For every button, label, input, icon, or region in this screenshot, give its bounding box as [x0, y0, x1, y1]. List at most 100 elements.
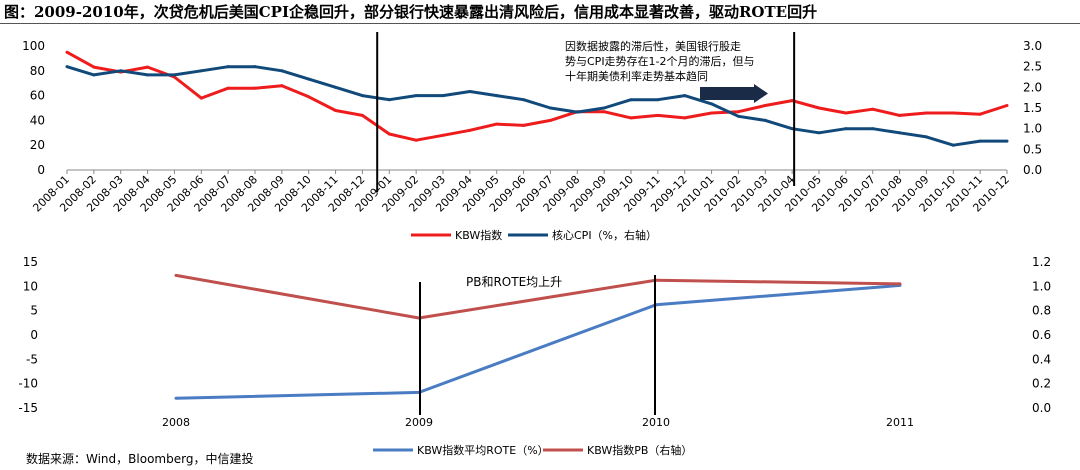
- y-left-tick--15: -15: [18, 401, 38, 415]
- pb-point-2008: [174, 273, 178, 277]
- y-left-tick-100: 100: [22, 39, 45, 53]
- pb-point-2011: [898, 282, 902, 286]
- chart1-right-tick-labels: 0.0 0.5 1.0 1.5 2.0 2.5 3.0: [1023, 39, 1042, 177]
- kbw-point-2009-11: [656, 113, 660, 117]
- kbw-point-2010-12: [1005, 104, 1009, 108]
- kbw-point-2008-08: [253, 86, 257, 90]
- kbw-point-2010-04: [790, 99, 794, 103]
- cpi-point-2009-03: [441, 94, 445, 98]
- kbw-index-points: [65, 50, 1009, 142]
- kbw-point-2008-10: [307, 95, 311, 99]
- chart1-legend: KBW指数 核心CPI（%，右轴）: [411, 228, 657, 242]
- y-right-tick-1.5: 1.5: [1023, 101, 1042, 115]
- cpi-point-2010-09: [924, 135, 928, 139]
- kbw-point-2008-01: [65, 50, 69, 54]
- cpi-point-2009-11: [656, 98, 660, 102]
- kbw-point-2008-07: [226, 86, 230, 90]
- cpi-point-2010-11: [978, 139, 982, 143]
- kbw-point-2009-06: [522, 123, 526, 127]
- kbw-point-2010-01: [710, 111, 714, 115]
- chart2-right-tick-labels: 0.0 0.2 0.4 0.6 0.8 1.0 1.2: [1032, 255, 1051, 415]
- kbw-point-2009-05: [495, 122, 499, 126]
- kbw-point-2010-10: [951, 111, 955, 115]
- rote-point-2008: [174, 396, 178, 400]
- x-tick-label-2010: 2010: [642, 416, 670, 429]
- source-note: 数据来源：Wind，Bloomberg，中信建投: [26, 452, 254, 466]
- kbw-point-2010-06: [844, 111, 848, 115]
- title-divider: [0, 23, 1080, 24]
- chart1-x-tick-labels: 2008-012008-022008-032008-042008-052008-…: [30, 170, 1012, 215]
- y-right-tick-1.0: 1.0: [1032, 279, 1051, 293]
- kbw-point-2009-09: [602, 110, 606, 114]
- kbw-point-2010-09: [924, 111, 928, 115]
- arrow-head: [754, 84, 768, 103]
- core-cpi-line: [66, 65, 1007, 147]
- arrow-shaft: [700, 87, 756, 100]
- y-left-tick-60: 60: [30, 89, 45, 103]
- legend-label-kbw: KBW指数: [455, 228, 502, 242]
- rote-points: [174, 283, 902, 400]
- y-right-tick-1.2: 1.2: [1032, 255, 1051, 269]
- y-left-tick-0: 0: [37, 163, 45, 177]
- cpi-point-2008-10: [307, 77, 311, 81]
- cpi-point-2008-04: [146, 73, 150, 77]
- cpi-kbw-line-chart: 2008-012008-022008-032008-042008-052008-…: [22, 32, 1042, 242]
- kbw-point-2009-03: [441, 133, 445, 137]
- cpi-point-2010-01: [710, 102, 714, 106]
- kbw-point-2009-02: [414, 138, 418, 142]
- cpi-point-2009-01: [387, 98, 391, 102]
- cpi-point-2010-04: [790, 127, 794, 131]
- legend-label-core-cpi: 核心CPI（%，右轴）: [552, 228, 657, 242]
- cpi-point-2010-10: [951, 143, 955, 147]
- cpi-point-2008-07: [226, 65, 230, 69]
- kbw-point-2008-12: [360, 113, 364, 117]
- kbw-point-2008-02: [92, 65, 96, 69]
- chart1-annotation-line-3: 十年期美债利率走势基本趋同: [565, 69, 708, 83]
- y-left-tick--10: -10: [18, 377, 38, 391]
- cpi-point-2008-03: [119, 69, 123, 73]
- y-right-tick-0.5: 0.5: [1023, 142, 1042, 156]
- kbw-point-2008-06: [199, 96, 203, 100]
- chart2-legend: KBW指数平均ROTE（%） KBW指数PB（右轴）: [373, 443, 692, 457]
- y-right-tick-2.5: 2.5: [1023, 60, 1042, 74]
- cpi-point-2008-11: [334, 85, 338, 89]
- y-left-tick-0: 0: [30, 328, 38, 342]
- y-right-tick-0.0: 0.0: [1023, 163, 1042, 177]
- y-left-tick-20: 20: [30, 138, 45, 152]
- y-left-tick-15: 15: [23, 255, 38, 269]
- kbw-point-2009-07: [548, 118, 552, 122]
- kbw-point-2010-08: [898, 113, 902, 117]
- chart2-series: [174, 273, 902, 400]
- y-left-tick-5: 5: [30, 304, 38, 318]
- x-tick-label-2009: 2009: [405, 416, 433, 429]
- cpi-point-2009-04: [468, 89, 472, 93]
- rote-line: [175, 283, 901, 400]
- chart1-annotation-line-2: 势与CPI走势存在1-2个月的滞后，但与: [565, 54, 755, 68]
- figure-title: 图：2009-2010年，次贷危机后美国CPI企稳回升，部分银行快速暴露出清风险…: [4, 3, 818, 21]
- cpi-point-2008-09: [280, 69, 284, 73]
- cpi-point-2009-07: [548, 106, 552, 110]
- cpi-point-2008-01: [65, 65, 69, 69]
- kbw-point-2008-04: [146, 65, 150, 69]
- chart1-annotation-line-1: 因数据披露的滞后性，美国银行股走: [565, 39, 741, 53]
- y-left-tick-40: 40: [30, 113, 45, 127]
- chart1-series: [65, 50, 1009, 147]
- cpi-point-2010-06: [844, 127, 848, 131]
- kbw-point-2010-02: [736, 110, 740, 114]
- chart2-left-tick-labels: -15 -10 -5 0 5 10 15: [18, 255, 38, 415]
- cpi-point-2010-08: [898, 131, 902, 135]
- x-tick-label-2011: 2011: [886, 416, 914, 429]
- kbw-point-2010-07: [871, 107, 875, 111]
- legend-label-pb: KBW指数PB（右轴）: [587, 443, 692, 457]
- y-left-tick--5: -5: [26, 352, 38, 366]
- y-right-tick-0.6: 0.6: [1032, 328, 1051, 342]
- y-right-tick-3.0: 3.0: [1023, 39, 1042, 53]
- kbw-point-2009-10: [629, 116, 633, 120]
- y-right-tick-1.0: 1.0: [1023, 122, 1042, 136]
- chart2-x-tick-labels: 2008 2009 2010 2011: [162, 416, 914, 429]
- kbw-index-line: [66, 50, 1008, 142]
- kbw-point-2009-04: [468, 128, 472, 132]
- y-right-tick-2.0: 2.0: [1023, 80, 1042, 94]
- cpi-point-2008-02: [92, 73, 96, 77]
